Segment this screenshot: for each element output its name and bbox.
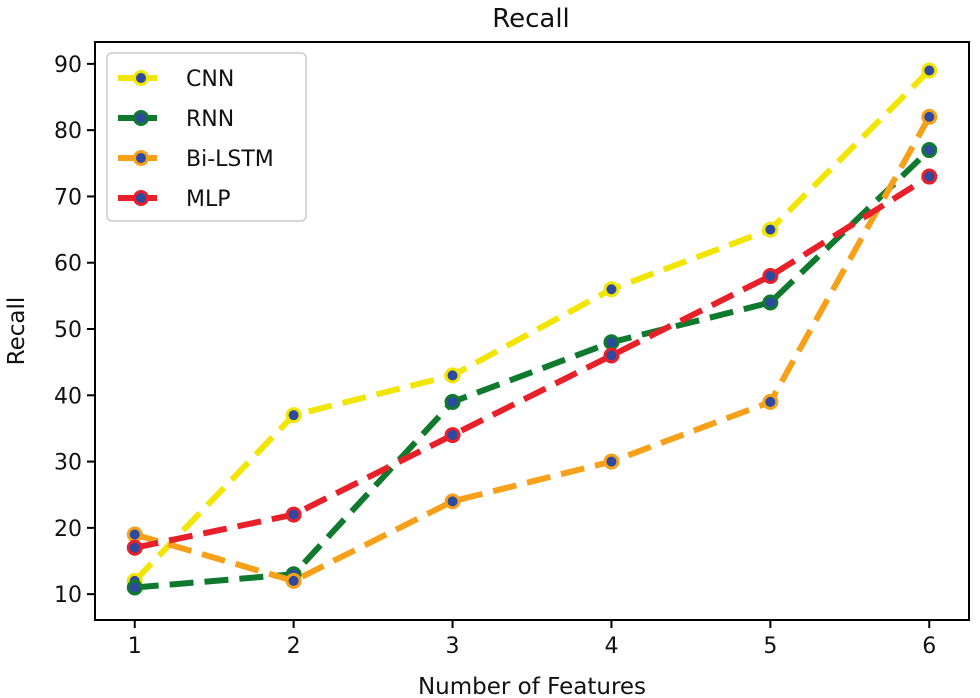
data-point-rnn (603, 334, 620, 351)
data-point-mlp (762, 267, 779, 284)
series-mlp (126, 168, 938, 556)
y-tick-label: 30 (54, 451, 82, 476)
data-point-bi-lstm (285, 572, 302, 589)
data-point-mlp (126, 539, 143, 556)
series-line-cnn (132, 68, 932, 583)
y-tick-label: 80 (54, 119, 82, 144)
legend-entry-rnn: RNN (118, 107, 234, 132)
legend: CNN RNN Bi-LSTM MLP (106, 52, 307, 222)
data-point-mlp (603, 347, 620, 364)
y-tick-label: 40 (54, 384, 82, 409)
data-point-rnn (444, 393, 461, 410)
data-point-bi-lstm (921, 108, 938, 125)
series-line-rnn (134, 147, 932, 591)
series-line-bi-lstm (133, 115, 932, 584)
data-point-rnn (921, 142, 938, 159)
data-point-cnn (762, 221, 779, 238)
x-tick-label: 4 (604, 634, 618, 659)
chart-title: Recall (492, 4, 570, 34)
y-tick-label: 10 (54, 583, 82, 608)
legend-swatch-marker (133, 70, 149, 86)
data-point-cnn (921, 62, 938, 79)
legend-entry-bi-lstm: Bi-LSTM (118, 147, 274, 172)
legend-swatch-marker (133, 150, 149, 166)
x-tick-label: 6 (922, 634, 936, 659)
data-point-bi-lstm (603, 453, 620, 470)
y-axis-ticks: 10 20 30 40 50 60 70 80 90 (54, 53, 95, 608)
legend-box (106, 52, 307, 222)
y-tick-label: 90 (54, 53, 82, 78)
legend-label: CNN (186, 67, 234, 92)
x-tick-label: 1 (128, 634, 142, 659)
y-tick-label: 20 (54, 517, 82, 542)
legend-swatch-marker (133, 110, 149, 126)
data-point-bi-lstm (444, 493, 461, 510)
y-tick-label: 70 (54, 185, 82, 210)
legend-label: Bi-LSTM (186, 147, 274, 172)
data-point-bi-lstm (762, 393, 779, 410)
x-tick-label: 3 (446, 634, 460, 659)
data-point-mlp (921, 168, 938, 185)
series-line-mlp (134, 174, 931, 551)
legend-entry-cnn: CNN (118, 67, 234, 92)
data-point-mlp (444, 427, 461, 444)
series-bi-lstm (126, 108, 938, 589)
series-layer (126, 62, 938, 596)
legend-label: RNN (186, 107, 234, 132)
x-tick-label: 2 (287, 634, 301, 659)
series-rnn (126, 142, 938, 596)
data-point-bi-lstm (126, 526, 143, 543)
y-tick-label: 60 (54, 252, 82, 277)
x-axis-ticks: 1 2 3 4 5 6 (128, 620, 936, 659)
x-tick-label: 5 (763, 634, 777, 659)
data-point-cnn (444, 367, 461, 384)
data-point-rnn (126, 579, 143, 596)
legend-entry-mlp: MLP (118, 187, 231, 212)
data-point-cnn (285, 407, 302, 424)
legend-label: MLP (186, 187, 231, 212)
data-point-mlp (285, 506, 302, 523)
y-axis-label: Recall (4, 297, 30, 366)
data-point-cnn (603, 281, 620, 298)
legend-swatch-marker (133, 190, 149, 206)
data-point-rnn (762, 294, 779, 311)
x-axis-label: Number of Features (418, 674, 646, 698)
y-tick-label: 50 (54, 318, 82, 343)
